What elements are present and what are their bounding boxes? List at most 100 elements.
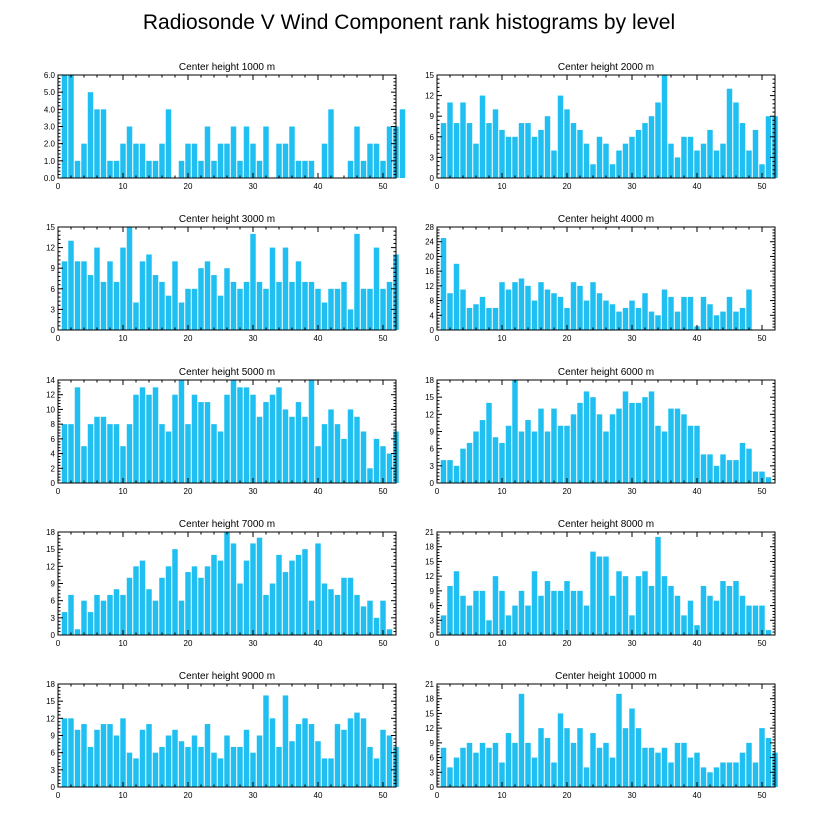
bar	[159, 424, 165, 483]
bar	[551, 762, 557, 787]
bar	[341, 729, 347, 787]
bar	[603, 556, 609, 635]
bar	[642, 397, 648, 483]
y-tick-label: 28	[425, 223, 434, 232]
bar	[191, 288, 198, 330]
bar	[707, 304, 713, 330]
bar	[616, 408, 622, 483]
bar	[107, 724, 113, 787]
bar	[720, 581, 726, 635]
bar	[583, 300, 590, 330]
bar	[466, 442, 473, 483]
bar	[700, 767, 707, 787]
bar	[577, 728, 583, 787]
bar	[629, 615, 635, 635]
bar	[668, 762, 674, 787]
bar	[681, 414, 687, 483]
bar	[256, 416, 263, 483]
bar	[551, 408, 557, 483]
bar	[224, 394, 230, 483]
bar	[380, 446, 386, 483]
bar	[486, 620, 492, 635]
x-tick-label: 20	[184, 639, 193, 648]
panel-center-height-4000-m: Center height 4000 m 0 10 20 30 40 50 0 4 8 12 16 20…	[425, 214, 776, 343]
bar	[538, 408, 544, 483]
bar	[694, 150, 700, 178]
bar	[120, 718, 126, 787]
x-tick-label: 50	[758, 487, 767, 496]
y-tick-label: 5.0	[44, 88, 56, 97]
bar	[120, 247, 126, 330]
y-tick-label: 15	[425, 393, 434, 402]
bar	[191, 394, 198, 483]
y-tick-label: 14	[46, 376, 55, 385]
bar	[263, 126, 269, 178]
bar	[139, 729, 146, 787]
bar	[739, 752, 746, 787]
bar	[694, 425, 700, 483]
y-tick-label: 18	[425, 376, 434, 385]
bar	[570, 742, 577, 787]
y-tick-label: 18	[425, 695, 434, 704]
y-tick-label: 0	[430, 479, 435, 488]
bar	[499, 442, 505, 483]
bar	[347, 409, 354, 483]
x-tick-label: 30	[249, 639, 258, 648]
y-tick-label: 9	[430, 112, 435, 121]
bar	[107, 160, 113, 178]
bar	[94, 109, 100, 178]
bar	[648, 747, 655, 787]
bar	[360, 288, 367, 330]
bar	[707, 772, 713, 787]
bar	[642, 293, 648, 330]
y-tick-label: 16	[425, 267, 434, 276]
bar	[243, 387, 250, 483]
bar	[726, 585, 733, 635]
bar	[282, 695, 289, 787]
bar	[733, 762, 739, 787]
bar	[276, 746, 282, 787]
bar	[648, 311, 655, 330]
bar	[453, 465, 460, 483]
bar	[765, 116, 772, 178]
x-tick-label: 50	[379, 334, 388, 343]
bar	[68, 75, 74, 178]
bar	[499, 129, 505, 178]
bar	[152, 752, 159, 787]
panel-title: Center height 6000 m	[558, 367, 654, 378]
y-tick-label: 20	[425, 252, 434, 261]
panel-title: Center height 10000 m	[555, 671, 657, 682]
y-tick-label: 3	[430, 768, 435, 777]
bar	[681, 136, 687, 178]
bar	[217, 295, 224, 330]
bar	[354, 126, 360, 178]
bar	[373, 617, 380, 635]
bar	[752, 605, 759, 635]
bar	[473, 431, 479, 483]
bar	[191, 566, 198, 635]
x-tick-label: 30	[628, 182, 637, 191]
bar	[544, 581, 551, 635]
bar	[453, 263, 460, 330]
bar	[713, 465, 720, 483]
x-tick-label: 20	[184, 334, 193, 343]
x-tick-label: 50	[379, 791, 388, 800]
bar	[139, 387, 146, 483]
x-tick-label: 50	[379, 182, 388, 191]
panel-title: Center height 5000 m	[179, 367, 275, 378]
bar	[492, 576, 499, 635]
bar	[386, 126, 393, 178]
bar	[499, 762, 505, 787]
bar	[321, 143, 328, 178]
bar	[113, 589, 120, 635]
bar	[94, 729, 100, 787]
bar	[622, 728, 629, 787]
panel-title: Center height 9000 m	[179, 671, 275, 682]
bar	[230, 126, 237, 178]
bar	[172, 394, 178, 483]
bar	[616, 150, 622, 178]
bar	[492, 109, 499, 178]
y-tick-label: 18	[425, 543, 434, 552]
bar	[583, 767, 590, 787]
bar	[466, 307, 473, 330]
